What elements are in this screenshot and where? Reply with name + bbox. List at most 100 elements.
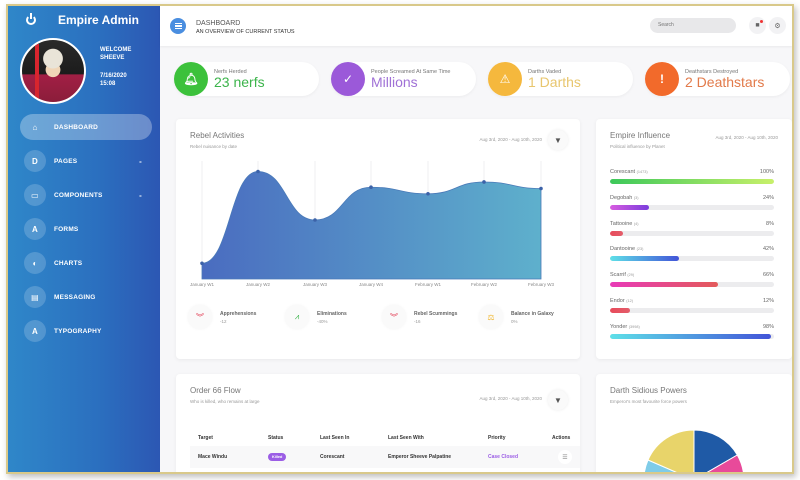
sidebar-item-pages[interactable]: D PAGES - [20, 148, 152, 174]
empire-influence-card: Empire Influence Political influence by … [596, 119, 792, 359]
sidebar-item-label: MESSAGING [54, 293, 96, 301]
column-header[interactable]: Priority [488, 435, 506, 441]
sidebar-item-messaging[interactable]: ▤ MESSAGING [20, 284, 152, 310]
sidebar-item-typography[interactable]: A TYPOGRAPHY [20, 318, 152, 344]
data-point[interactable] [482, 180, 486, 184]
table-row[interactable]: Mace Windu Killed Corescant Emperor Shee… [190, 446, 580, 468]
expand-icon[interactable]: - [139, 156, 142, 166]
data-point[interactable] [313, 218, 317, 222]
x-tick: January W1 [189, 282, 215, 287]
settings-button[interactable]: ⚙ [769, 17, 786, 34]
stat-card-darths: ⚠ Darths Vaded 1 Darths [488, 62, 633, 96]
x-axis-labels: January W1 January W2 January W3 January… [190, 282, 580, 290]
card-title: Rebel Activities [190, 131, 245, 140]
forms-icon: A [24, 218, 46, 240]
home-icon: ⌂ [32, 122, 38, 132]
column-header[interactable]: Last Seen In [320, 435, 350, 441]
sidebar-item-dashboard[interactable]: ⌂ DASHBOARD [20, 114, 152, 140]
sidebar-item-label: CHARTS [54, 259, 83, 267]
metric-balance: ⚖ Balance in Galaxy 0% [479, 305, 576, 329]
filter-button[interactable]: ▼ [548, 390, 568, 410]
stat-card-nerfs: 🔔︎ Nerfs Herded 23 nerfs [174, 62, 319, 96]
avatar[interactable] [20, 38, 86, 104]
sidebar-item-forms[interactable]: A FORMS [20, 216, 152, 242]
metric-value: 0% [511, 318, 518, 324]
filter-button[interactable]: ▼ [548, 130, 568, 150]
x-tick: January W4 [358, 282, 384, 287]
pie-slice [647, 429, 695, 472]
influence-row: Dantooine (23) 42% [610, 246, 774, 272]
rebel-activities-card: Rebel Activities Rebel nuisance by date … [176, 119, 580, 359]
sidebar-item-charts[interactable]: ◐ CHARTS [20, 250, 152, 276]
planet-name: Yonder (3998) [610, 323, 640, 330]
row-actions-button[interactable]: ☰ [558, 450, 572, 464]
card-title: Empire Influence [610, 131, 671, 140]
status-badge: Killed [268, 453, 287, 461]
pie-chart [643, 429, 744, 472]
data-point[interactable] [256, 169, 260, 174]
trending-chart-icon: ⩘ [285, 305, 309, 329]
metric-value: -40% [317, 318, 328, 324]
x-tick: January W3 [302, 282, 328, 287]
progress-bar [610, 204, 774, 210]
progress-bar [610, 230, 774, 236]
progress-bar [610, 179, 774, 184]
column-header[interactable]: Target [198, 435, 213, 441]
table-header: Target Status Last Seen In Last Seen Wit… [190, 430, 580, 446]
expand-icon[interactable]: - [139, 190, 142, 200]
planet-name: Scarrif (29) [610, 272, 635, 279]
scale-icon: ⚖ [479, 305, 503, 329]
stat-label: Darths Vaded [528, 68, 562, 75]
user-name: SHEEVE [100, 55, 125, 61]
gear-icon: ⚙ [774, 22, 781, 30]
influence-row: Scarrif (29) 66% [610, 272, 774, 298]
progress-bar [610, 307, 774, 313]
metric-value: -12 [220, 318, 227, 324]
sidebar-header: Empire Admin [8, 6, 160, 34]
notifications-button[interactable]: ■ [749, 17, 766, 34]
search-input[interactable] [650, 18, 736, 33]
planet-percent: 42% [762, 246, 774, 253]
data-point[interactable] [426, 191, 430, 196]
card-title: Darth Sidious Powers [610, 386, 687, 395]
planet-name: Tattooine (4) [610, 220, 639, 227]
order66-card: Order 66 Flow Who is killed, who remains… [176, 374, 580, 472]
card-title: Order 66 Flow [190, 386, 241, 395]
pie-slice [693, 429, 738, 472]
notification-badge [760, 20, 763, 23]
stat-label: Deathstars Destroyed [685, 68, 739, 75]
metric-apprehensions: ︾ Apprehensions -12 [188, 305, 285, 329]
data-point[interactable] [369, 185, 373, 190]
progress-bar [610, 282, 774, 288]
influence-row: Endor (12) 12% [610, 298, 774, 324]
date-range: Aug 3rd, 2020 - Aug 10th, 2020 [479, 396, 542, 401]
sidebar-item-label: TYPOGRAPHY [54, 327, 102, 335]
order66-table: Target Status Last Seen In Last Seen Wit… [190, 430, 580, 468]
page-subtitle: AN OVERVIEW OF CURRENT STATUS [196, 28, 295, 35]
sidebar-item-label: DASHBOARD [54, 123, 99, 131]
planet-percent: 98% [762, 323, 774, 330]
sidebar-item-components[interactable]: ▭ COMPONENTS - [20, 182, 152, 208]
metric-label: Apprehensions [220, 310, 257, 317]
planet-percent: 8% [766, 220, 774, 227]
sidebar-item-label: FORMS [54, 225, 79, 233]
metric-value: -16 [414, 318, 421, 324]
cell-target: Mace Windu [198, 454, 228, 460]
column-header[interactable]: Status [268, 435, 284, 441]
metric-eliminations: ⩘ Eliminations -40% [285, 305, 382, 329]
alert-icon: ! [645, 62, 679, 96]
planet-percent: 66% [762, 272, 774, 279]
date-range: Aug 3rd, 2020 - Aug 10th, 2020 [479, 137, 542, 142]
sidebar-nav: ⌂ DASHBOARD D PAGES - ▭ COMPONENTS - A F… [8, 114, 160, 344]
power-icon[interactable] [26, 13, 36, 25]
column-header[interactable]: Last Seen With [388, 435, 424, 441]
date-range: Aug 3rd, 2020 - Aug 10th, 2020 [715, 135, 778, 140]
menu-icon[interactable] [170, 18, 186, 34]
planet-name: Endor (12) [610, 297, 633, 304]
data-point[interactable] [539, 186, 543, 191]
column-header[interactable]: Actions [552, 435, 571, 441]
activity-metrics: ︾ Apprehensions -12 ⩘ Eliminations -40% … [188, 305, 576, 329]
data-point[interactable] [200, 261, 204, 266]
planet-name: Corescant (1473) [610, 169, 648, 175]
page-title: DASHBOARD [196, 19, 241, 27]
